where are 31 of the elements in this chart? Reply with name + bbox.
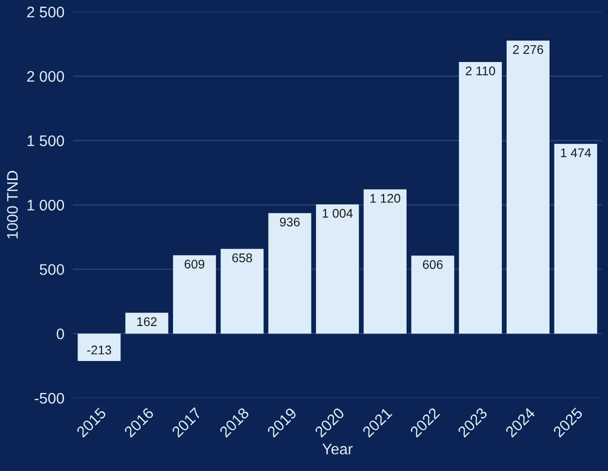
data-label: 936 <box>280 218 300 226</box>
bar <box>268 213 312 334</box>
data-label: 2 110 <box>466 66 496 76</box>
bar <box>78 334 121 362</box>
bar <box>506 40 550 334</box>
y-tick-label: 1 000 <box>28 200 64 211</box>
bar <box>364 189 407 334</box>
bar <box>316 204 359 334</box>
bar <box>411 256 454 334</box>
bar <box>220 248 264 334</box>
y-tick-label: 2 000 <box>27 71 64 82</box>
data-label: 658 <box>232 253 252 262</box>
y-tick-label: 1 500 <box>28 135 64 146</box>
x-axis-title: Year <box>322 444 353 454</box>
data-label: 1 474 <box>561 148 591 158</box>
bar <box>554 144 598 334</box>
data-label: 1 004 <box>322 208 353 218</box>
bar <box>125 312 168 334</box>
bar <box>458 62 502 334</box>
y-tick-label: 500 <box>40 264 64 275</box>
data-label: -213 <box>87 346 112 354</box>
y-tick-label: 2 500 <box>27 6 64 18</box>
data-label: 609 <box>184 260 204 269</box>
y-tick-label: 0 <box>56 328 64 340</box>
y-axis-title: 1000 TND <box>7 170 18 238</box>
data-label: 606 <box>422 260 443 269</box>
bar <box>173 255 216 334</box>
data-label: 1 120 <box>370 194 400 203</box>
data-label: 2 276 <box>513 45 544 54</box>
data-label: 162 <box>137 317 157 326</box>
y-tick-label: -500 <box>34 392 64 404</box>
